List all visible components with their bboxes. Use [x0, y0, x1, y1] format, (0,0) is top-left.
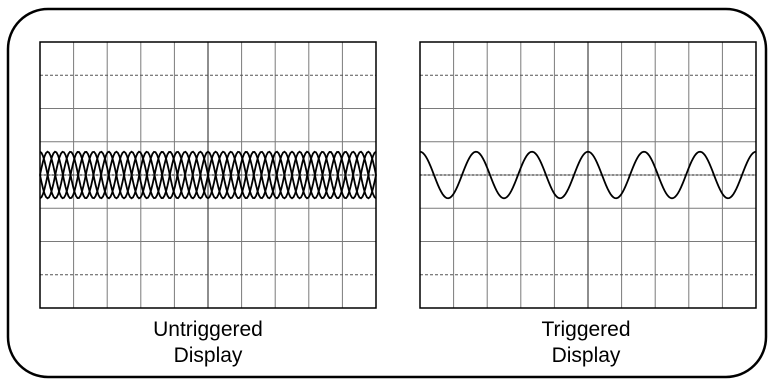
triggered-caption-line1: Triggered: [541, 318, 630, 341]
triggered-scope-screen: [419, 41, 757, 309]
triggered-screen-border: [419, 41, 757, 309]
untriggered-caption-line2: Display: [174, 344, 243, 367]
sine-trace: [39, 150, 377, 200]
outer-frame: [6, 7, 768, 379]
sine-trace: [419, 150, 757, 200]
untriggered-caption-line1: Untriggered: [153, 318, 263, 341]
triggered-caption-line2: Display: [552, 344, 621, 367]
sine-trace: [39, 150, 377, 200]
triggered-traces: [419, 150, 757, 200]
untriggered-scope-screen: [39, 41, 377, 309]
triggered-graticule: [420, 42, 756, 308]
untriggered-screen-border: [39, 41, 377, 309]
untriggered-traces: [39, 150, 377, 200]
sine-trace: [39, 150, 377, 200]
